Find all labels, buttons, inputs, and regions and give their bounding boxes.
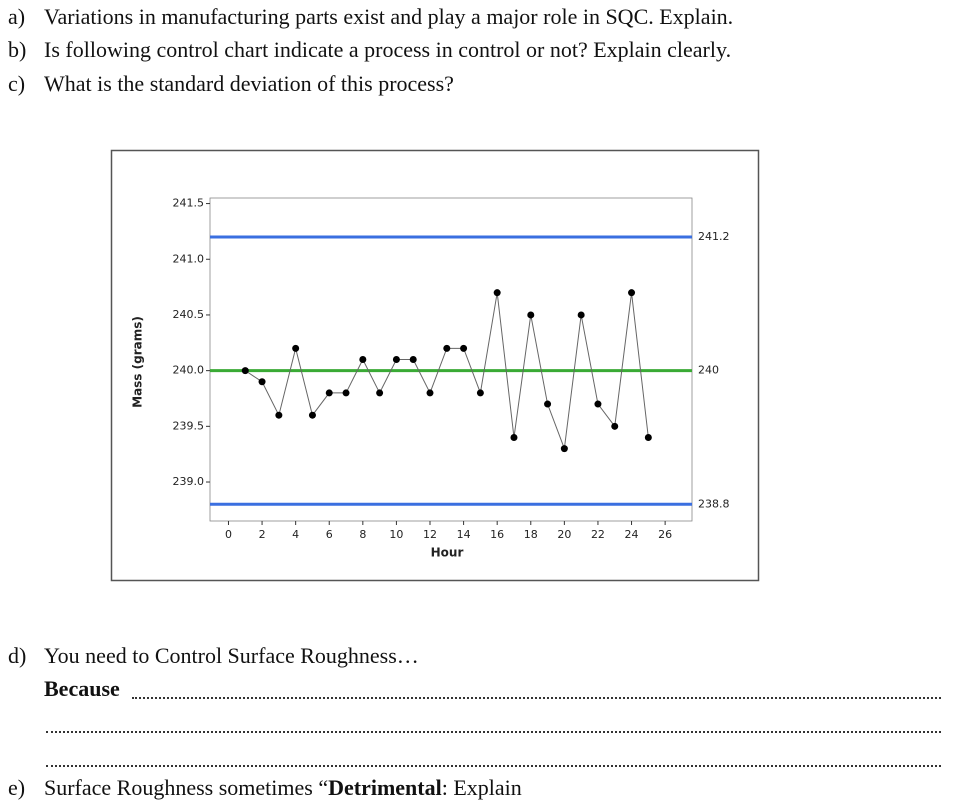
answer-lead: Because: [44, 676, 120, 701]
question-bold: Detrimental: [328, 775, 442, 800]
x-tick-label: 14: [457, 528, 471, 541]
data-point: [409, 356, 417, 363]
data-point: [628, 289, 636, 297]
data-point: [443, 344, 451, 352]
y-tick-label: 239.5: [173, 419, 205, 432]
x-tick-label: 8: [359, 528, 366, 541]
question-label: a): [8, 4, 26, 29]
data-point: [594, 400, 602, 408]
x-tick-label: 2: [259, 528, 266, 541]
x-axis-label: Hour: [431, 546, 464, 560]
x-tick-label: 18: [524, 528, 538, 541]
data-point: [392, 356, 400, 363]
data-point: [544, 400, 552, 408]
question: b) Is following control chart indicate a …: [8, 37, 731, 63]
data-point: [560, 445, 568, 453]
data-point: [325, 389, 333, 397]
x-tick-label: 10: [389, 528, 403, 541]
question-text: You need to Control Surface Roughness…: [44, 643, 419, 668]
question-label: e): [8, 775, 26, 800]
data-point: [376, 389, 384, 397]
y-tick-label: 241.0: [173, 252, 205, 265]
x-tick-label: 6: [326, 528, 333, 541]
question: a) Variations in manufacturing parts exis…: [8, 4, 733, 30]
data-point: [510, 433, 518, 441]
data-point: [342, 389, 350, 397]
data-point: [527, 311, 535, 319]
question-label: b): [8, 37, 27, 62]
data-point: [577, 311, 585, 319]
control-line-label: 241.2: [698, 230, 730, 243]
x-tick-label: 0: [225, 528, 232, 541]
x-tick-label: 20: [557, 528, 571, 541]
answer-line: [46, 731, 941, 733]
y-tick-label: 239.0: [173, 475, 205, 488]
data-point: [359, 356, 367, 363]
data-point: [241, 367, 249, 375]
y-axis-label: Mass (grams): [131, 316, 145, 408]
question-label: d): [8, 643, 27, 668]
y-tick-label: 240.0: [173, 364, 205, 377]
y-tick-label: 240.5: [173, 308, 205, 321]
data-point: [644, 433, 652, 441]
question-text: What is the standard deviation of this p…: [44, 71, 454, 96]
x-tick-label: 26: [658, 528, 672, 541]
answer-line: [132, 697, 941, 699]
chart-frame: [110, 149, 760, 582]
x-tick-label: 12: [423, 528, 437, 541]
plot-area: [209, 197, 693, 522]
data-point: [258, 378, 266, 386]
data-point: [426, 389, 434, 397]
question-text: : Explain: [441, 775, 522, 800]
question-text: Variations in manufacturing parts exist …: [44, 4, 734, 29]
answer-line: [46, 765, 941, 767]
y-tick-label: 241.5: [173, 197, 205, 210]
question-text: Is following control chart indicate a pr…: [44, 37, 732, 62]
x-tick-label: 4: [292, 528, 299, 541]
x-tick-label: 24: [625, 528, 639, 541]
control-line-label: 238.8: [698, 497, 730, 510]
control-line-label: 240: [698, 364, 719, 377]
data-point: [308, 411, 316, 419]
x-tick-label: 22: [591, 528, 605, 541]
data-point: [476, 389, 484, 397]
data-point: [292, 344, 300, 352]
data-point: [275, 411, 283, 419]
question: e) Surface Roughness sometimes “Detriment…: [8, 775, 522, 801]
question-text: Surface Roughness sometimes “: [44, 775, 329, 800]
data-point: [611, 422, 619, 430]
x-tick-label: 16: [490, 528, 504, 541]
question: d) You need to Control Surface Roughness…: [8, 643, 419, 669]
data-point: [460, 344, 468, 352]
data-point: [493, 289, 501, 297]
question: c) What is the standard deviation of this…: [8, 71, 454, 97]
question-label: c): [8, 71, 26, 96]
